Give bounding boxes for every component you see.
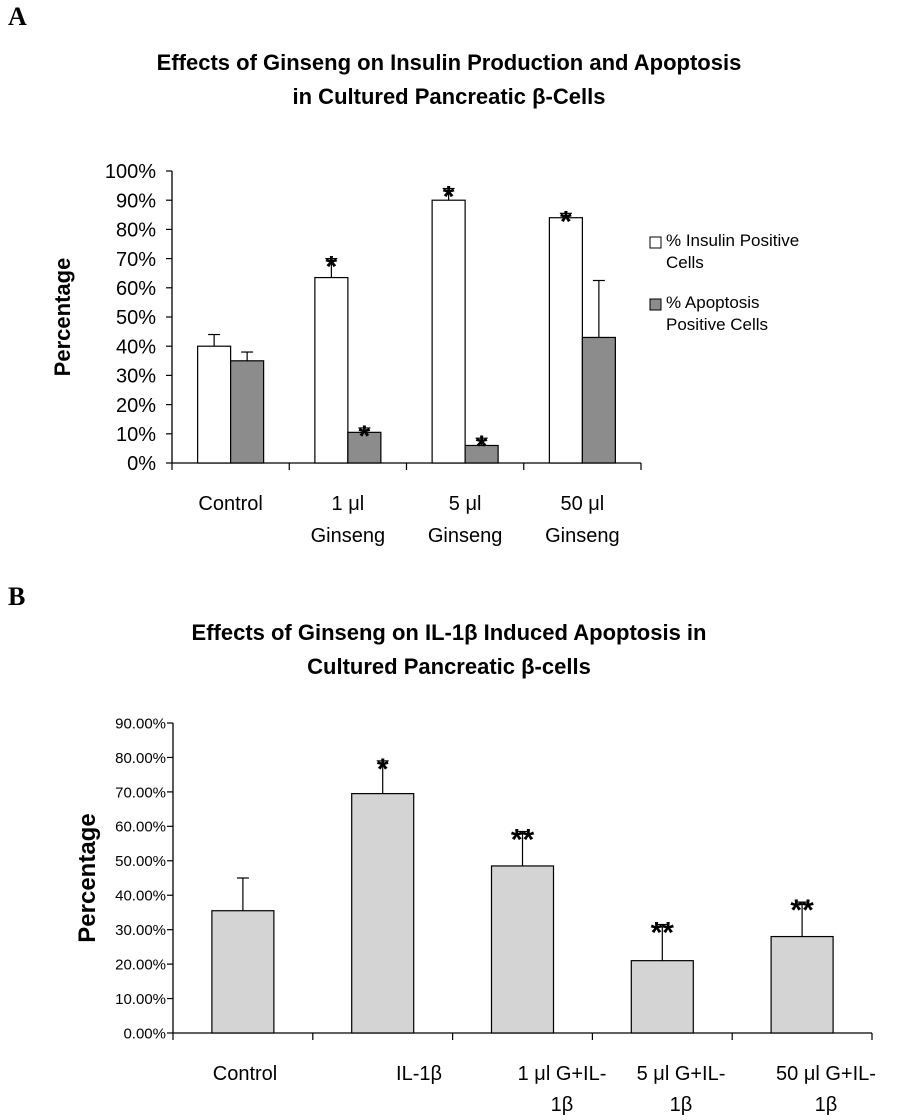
chart-a-legend-label-1: % Apoptosis <box>666 293 760 312</box>
chart-b-category-label: 50 μl G+IL- <box>776 1063 876 1085</box>
chart-b-bar-s0-2 <box>490 865 555 1034</box>
chart-b-category-label: 1β <box>551 1094 574 1116</box>
chart-a-category-label: 5 μl <box>449 493 482 515</box>
chart-a-y-tick-label: 0% <box>127 453 156 475</box>
chart-b-y-tick-label: 80.00% <box>115 750 166 767</box>
chart-a-title: Effects of Ginseng on Insulin Production… <box>0 46 898 114</box>
chart-b-title: Effects of Ginseng on IL-1β Induced Apop… <box>0 616 898 684</box>
chart-b-bar-s0-1 <box>351 793 415 1034</box>
chart-a-y-tick-label: 70% <box>116 249 156 271</box>
chart-a-y-tick-label: 10% <box>116 424 156 446</box>
chart-b-y-tick-label: 30.00% <box>115 922 166 939</box>
chart-a-y-tick-label: 90% <box>116 190 156 212</box>
panel-a-letter: A <box>8 2 27 31</box>
chart-a-legend-label-0: % Insulin Positive <box>666 231 799 250</box>
chart-a-category-label: Ginseng <box>545 525 620 547</box>
chart-a-y-tick-label: 80% <box>116 220 156 242</box>
chart-b-y-tick-label: 70.00% <box>115 784 166 801</box>
chart-a-legend-swatch-0 <box>649 236 662 249</box>
chart-a-bar-s0-0 <box>197 345 232 464</box>
chart-a-legend-swatch-1 <box>649 298 662 311</box>
chart-b-category-label: 1β <box>815 1094 838 1116</box>
chart-b-bar-s0-4 <box>770 935 834 1034</box>
chart-a-bar-s1-0 <box>230 360 265 464</box>
chart-b-significance-mark: ** <box>790 894 814 927</box>
chart-a-significance-mark: * <box>326 251 338 284</box>
chart-a-legend-label-1: Positive Cells <box>666 315 768 334</box>
chart-a-category-label: 50 μl <box>560 493 604 515</box>
panel-b-letter: B <box>8 582 26 611</box>
chart-b-y-tick-label: 20.00% <box>115 957 166 974</box>
chart-b-y-axis-label: Percentage <box>74 813 101 942</box>
chart-b-category-label: 1 μl G+IL- <box>518 1063 607 1085</box>
chart-b-significance-mark: ** <box>651 917 675 950</box>
chart-a-y-tick-label: 40% <box>116 336 156 358</box>
chart-b-y-tick-label: 50.00% <box>115 853 166 870</box>
chart-a-y-tick-label: 30% <box>116 366 156 388</box>
chart-a-significance-mark: * <box>359 420 371 453</box>
chart-b-y-tick-label: 10.00% <box>115 991 166 1008</box>
chart-a-significance-mark: * <box>476 430 488 463</box>
chart-b-category-label: 1β <box>670 1094 693 1116</box>
chart-b-y-tick-label: 90.00% <box>115 715 166 732</box>
chart-a-bar-s0-2 <box>431 199 466 464</box>
chart-b-bar-s0-3 <box>630 960 694 1034</box>
chart-b-y-tick-label: 60.00% <box>115 819 166 836</box>
chart-b-y-tick-label: 40.00% <box>115 888 166 905</box>
chart-a-y-tick-label: 100% <box>105 161 156 183</box>
chart-a-y-tick-label: 50% <box>116 307 156 329</box>
chart-a-category-label: Ginseng <box>428 525 503 547</box>
chart-b-bar-s0-0 <box>211 910 275 1034</box>
chart-a-title-line-1: Effects of Ginseng on Insulin Production… <box>156 50 742 75</box>
chart-a-category-label: Ginseng <box>311 525 386 547</box>
chart-a-y-tick-label: 60% <box>116 278 156 300</box>
chart-b-y-tick-label: 0.00% <box>123 1025 166 1042</box>
chart-a-significance-mark: * <box>443 181 455 214</box>
chart-b-category-label: Control <box>213 1063 277 1085</box>
chart-a-category-label: 1 μl <box>332 493 365 515</box>
chart-b-significance-mark: ** <box>511 824 535 857</box>
chart-a-bar-s0-3 <box>548 217 583 464</box>
chart-b-significance-mark: * <box>377 753 389 786</box>
chart-a-title-line-2: in Cultured Pancreatic β-Cells <box>292 84 606 109</box>
chart-a-y-tick-label: 20% <box>116 395 156 417</box>
chart-a-y-axis-label: Percentage <box>50 258 75 377</box>
chart-a-bar-s1-3 <box>581 336 616 464</box>
chart-b-category-label: IL-1β <box>396 1063 442 1085</box>
chart-a-legend-label-0: Cells <box>666 253 704 272</box>
chart-a-bar-s1-1 <box>347 431 382 464</box>
chart-a-significance-mark: * <box>560 205 572 238</box>
chart-a-category-label: Control <box>198 493 262 515</box>
chart-b-title-line-1: Effects of Ginseng on IL-1β Induced Apop… <box>191 620 707 645</box>
chart-b-category-label: 5 μl G+IL- <box>637 1063 726 1085</box>
chart-a-bar-s0-1 <box>314 276 349 464</box>
chart-b-title-line-2: Cultured Pancreatic β-cells <box>307 654 591 679</box>
